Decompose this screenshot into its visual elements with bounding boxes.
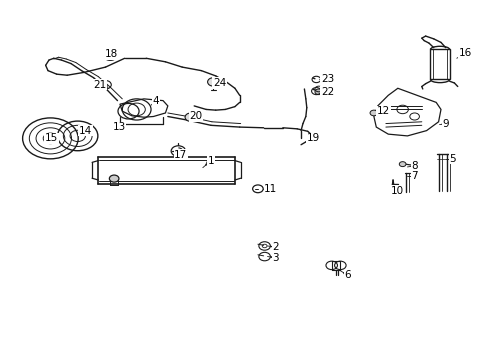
Text: 13: 13 xyxy=(112,122,125,132)
Text: 14: 14 xyxy=(79,126,92,136)
Text: 2: 2 xyxy=(272,242,278,252)
Text: 24: 24 xyxy=(212,78,226,88)
Text: 3: 3 xyxy=(272,253,278,262)
Text: 10: 10 xyxy=(390,186,404,195)
Text: 21: 21 xyxy=(93,80,106,90)
Text: 6: 6 xyxy=(344,270,350,280)
Text: 4: 4 xyxy=(152,96,159,105)
Circle shape xyxy=(399,162,405,167)
Text: 9: 9 xyxy=(442,118,448,129)
Text: 16: 16 xyxy=(457,48,470,58)
Text: 22: 22 xyxy=(320,87,333,97)
Circle shape xyxy=(184,113,196,121)
Circle shape xyxy=(314,89,322,95)
Text: 20: 20 xyxy=(189,112,202,121)
Text: 11: 11 xyxy=(264,184,277,194)
Text: 7: 7 xyxy=(410,171,417,181)
Text: 8: 8 xyxy=(410,161,417,171)
Text: 19: 19 xyxy=(306,133,319,143)
Text: 18: 18 xyxy=(105,49,118,59)
Circle shape xyxy=(369,110,377,116)
Text: 23: 23 xyxy=(320,75,333,85)
Text: 5: 5 xyxy=(449,154,455,164)
Circle shape xyxy=(109,175,119,182)
Text: 12: 12 xyxy=(376,106,389,116)
Text: 1: 1 xyxy=(207,156,214,166)
Text: 15: 15 xyxy=(45,133,58,143)
Circle shape xyxy=(207,78,219,86)
Text: 17: 17 xyxy=(174,150,187,159)
